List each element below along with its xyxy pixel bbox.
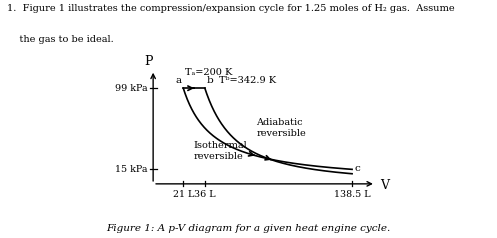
Text: a: a <box>176 76 182 85</box>
Text: 1.  Figure 1 illustrates the compression/expansion cycle for 1.25 moles of H₂ ga: 1. Figure 1 illustrates the compression/… <box>7 4 455 13</box>
Text: Isothermal
reversible: Isothermal reversible <box>193 141 247 161</box>
Text: Adiabatic
reversible: Adiabatic reversible <box>256 118 306 138</box>
Text: Tᵇ=342.9 K: Tᵇ=342.9 K <box>219 76 276 85</box>
Text: b: b <box>206 76 213 85</box>
Text: the gas to be ideal.: the gas to be ideal. <box>7 35 114 44</box>
Text: Figure 1: A p-V diagram for a given heat engine cycle.: Figure 1: A p-V diagram for a given heat… <box>106 224 391 233</box>
Text: 15 kPa: 15 kPa <box>115 165 148 174</box>
Text: V: V <box>380 179 389 192</box>
Text: 138.5 L: 138.5 L <box>334 190 370 199</box>
Text: P: P <box>145 55 153 68</box>
Text: 36 L: 36 L <box>194 190 216 199</box>
Text: 21 L: 21 L <box>172 190 194 199</box>
Text: Tₐ=200 K: Tₐ=200 K <box>185 68 232 77</box>
Text: 99 kPa: 99 kPa <box>115 84 148 93</box>
Text: c: c <box>355 164 361 173</box>
